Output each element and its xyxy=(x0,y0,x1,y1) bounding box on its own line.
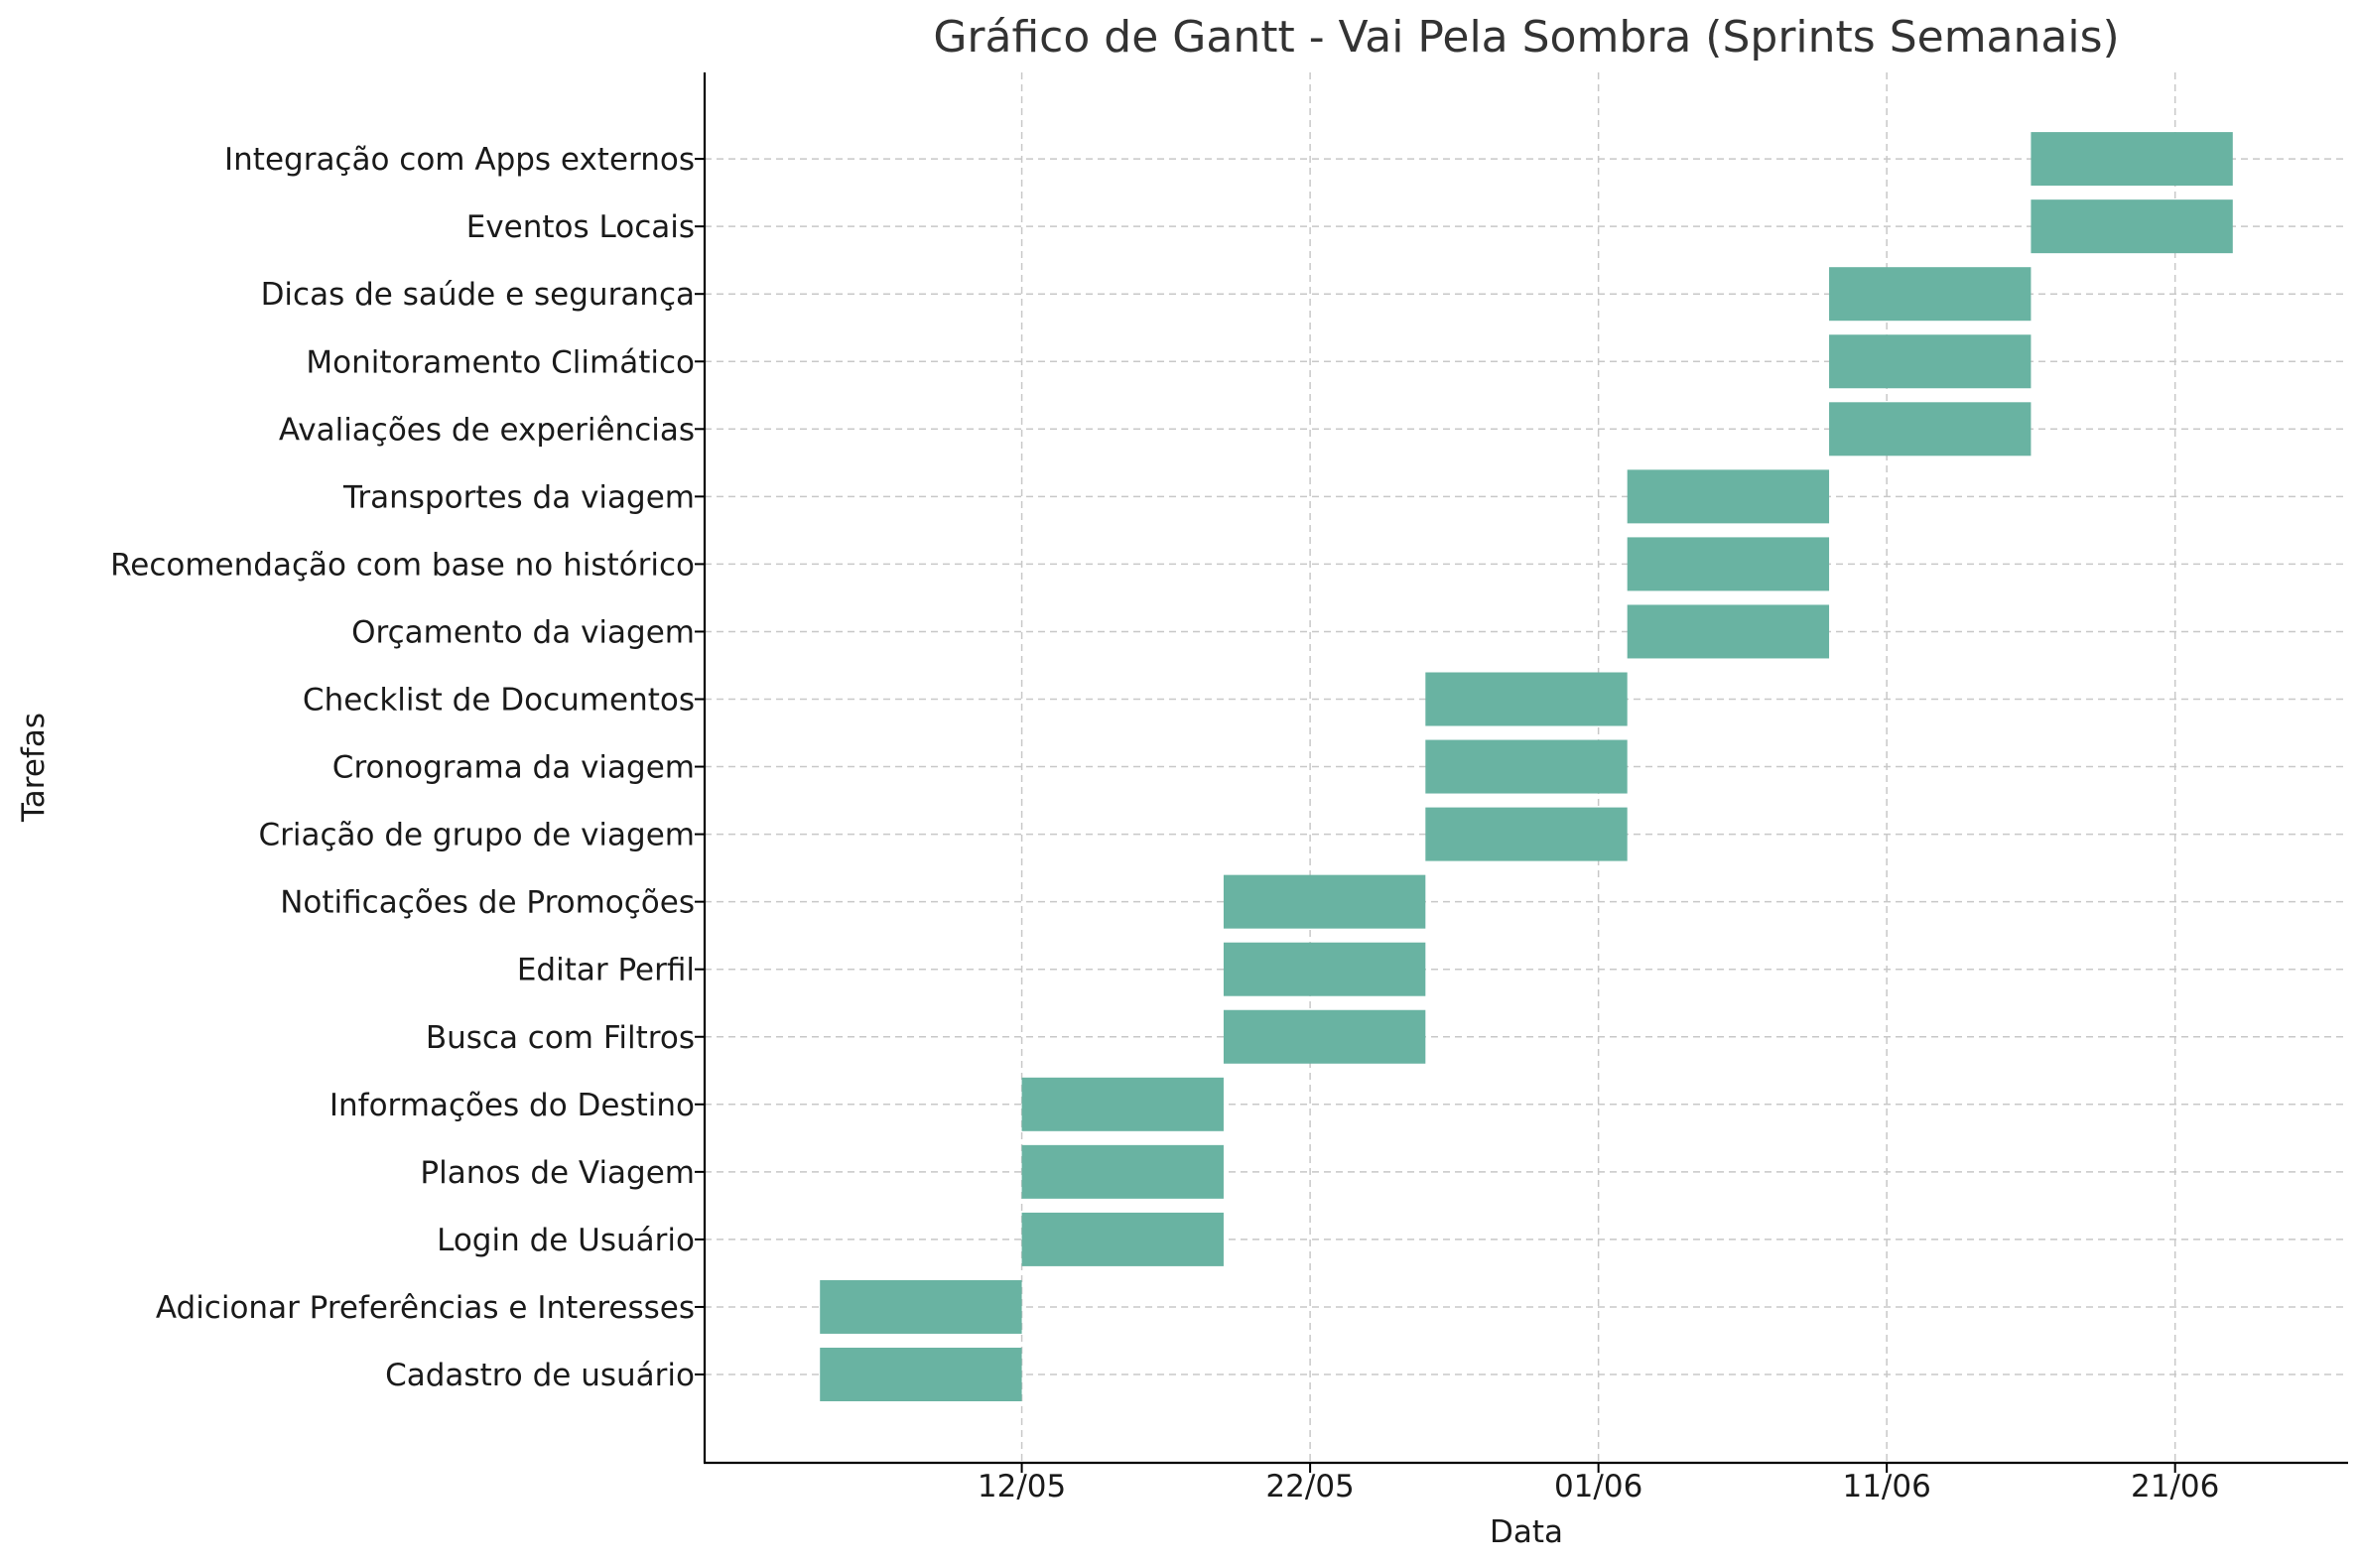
chart-title: Gráfico de Gantt - Vai Pela Sombra (Spri… xyxy=(933,12,2119,63)
y-tick-label: Notificações de Promoções xyxy=(280,885,695,921)
y-tick-label: Transportes da viagem xyxy=(342,479,695,515)
task-bar xyxy=(1627,537,1830,591)
y-tick-label: Informações do Destino xyxy=(329,1088,695,1123)
task-bar xyxy=(1425,672,1628,726)
task-bar xyxy=(820,1279,1022,1334)
x-axis-ticks: 12/05 22/05 01/06 11/06 21/06 xyxy=(978,1463,2219,1504)
y-tick-label: Adicionar Preferências e Interesses xyxy=(156,1290,695,1326)
task-bar xyxy=(1627,604,1830,659)
x-tick-label: 01/06 xyxy=(1554,1469,1642,1504)
task-bar xyxy=(1425,807,1628,861)
task-bar xyxy=(1829,334,2032,389)
y-tick-label: Busca com Filtros xyxy=(426,1020,695,1056)
task-bar xyxy=(1627,469,1830,524)
task-bar xyxy=(1425,739,1628,794)
y-tick-label: Dicas de saúde e segurança xyxy=(261,277,695,313)
y-tick-label: Editar Perfil xyxy=(517,953,695,988)
task-bar xyxy=(1829,402,2032,457)
task-bar xyxy=(1021,1212,1224,1266)
bar-layer xyxy=(820,132,2233,1401)
task-bar xyxy=(2031,199,2233,254)
y-tick-label: Criação de grupo de viagem xyxy=(258,818,695,853)
y-axis-ticks: Cadastro de usuário Adicionar Preferência… xyxy=(110,142,705,1393)
y-tick-label: Eventos Locais xyxy=(466,209,695,245)
y-tick-label: Planos de Viagem xyxy=(420,1155,695,1191)
y-tick-label: Checklist de Documentos xyxy=(303,683,695,719)
grid-layer xyxy=(705,72,2348,1463)
x-tick-label: 12/05 xyxy=(978,1469,1066,1504)
y-tick-label: Orçamento da viagem xyxy=(351,614,695,650)
y-tick-label: Cronograma da viagem xyxy=(332,750,695,786)
x-axis-label: Data xyxy=(1490,1514,1563,1550)
x-tick-label: 21/06 xyxy=(2131,1469,2219,1504)
y-tick-label: Integração com Apps externos xyxy=(224,142,695,178)
y-tick-label: Login de Usuário xyxy=(437,1223,695,1258)
y-tick-label: Avaliações de experiências xyxy=(279,412,695,448)
y-axis-label: Tarefas xyxy=(16,713,52,823)
task-bar xyxy=(1223,942,1426,996)
task-bar xyxy=(1223,1009,1426,1064)
task-bar xyxy=(1021,1077,1224,1131)
y-tick-label: Monitoramento Climático xyxy=(306,344,695,380)
task-bar xyxy=(1829,267,2032,322)
task-bar xyxy=(1021,1144,1224,1199)
x-tick-label: 11/06 xyxy=(1842,1469,1930,1504)
task-bar xyxy=(1223,874,1426,929)
y-tick-label: Recomendação com base no histórico xyxy=(110,547,695,583)
x-tick-label: 22/05 xyxy=(1265,1469,1354,1504)
y-tick-label: Cadastro de usuário xyxy=(385,1358,695,1393)
task-bar xyxy=(820,1348,1022,1401)
task-bar xyxy=(2031,132,2233,187)
